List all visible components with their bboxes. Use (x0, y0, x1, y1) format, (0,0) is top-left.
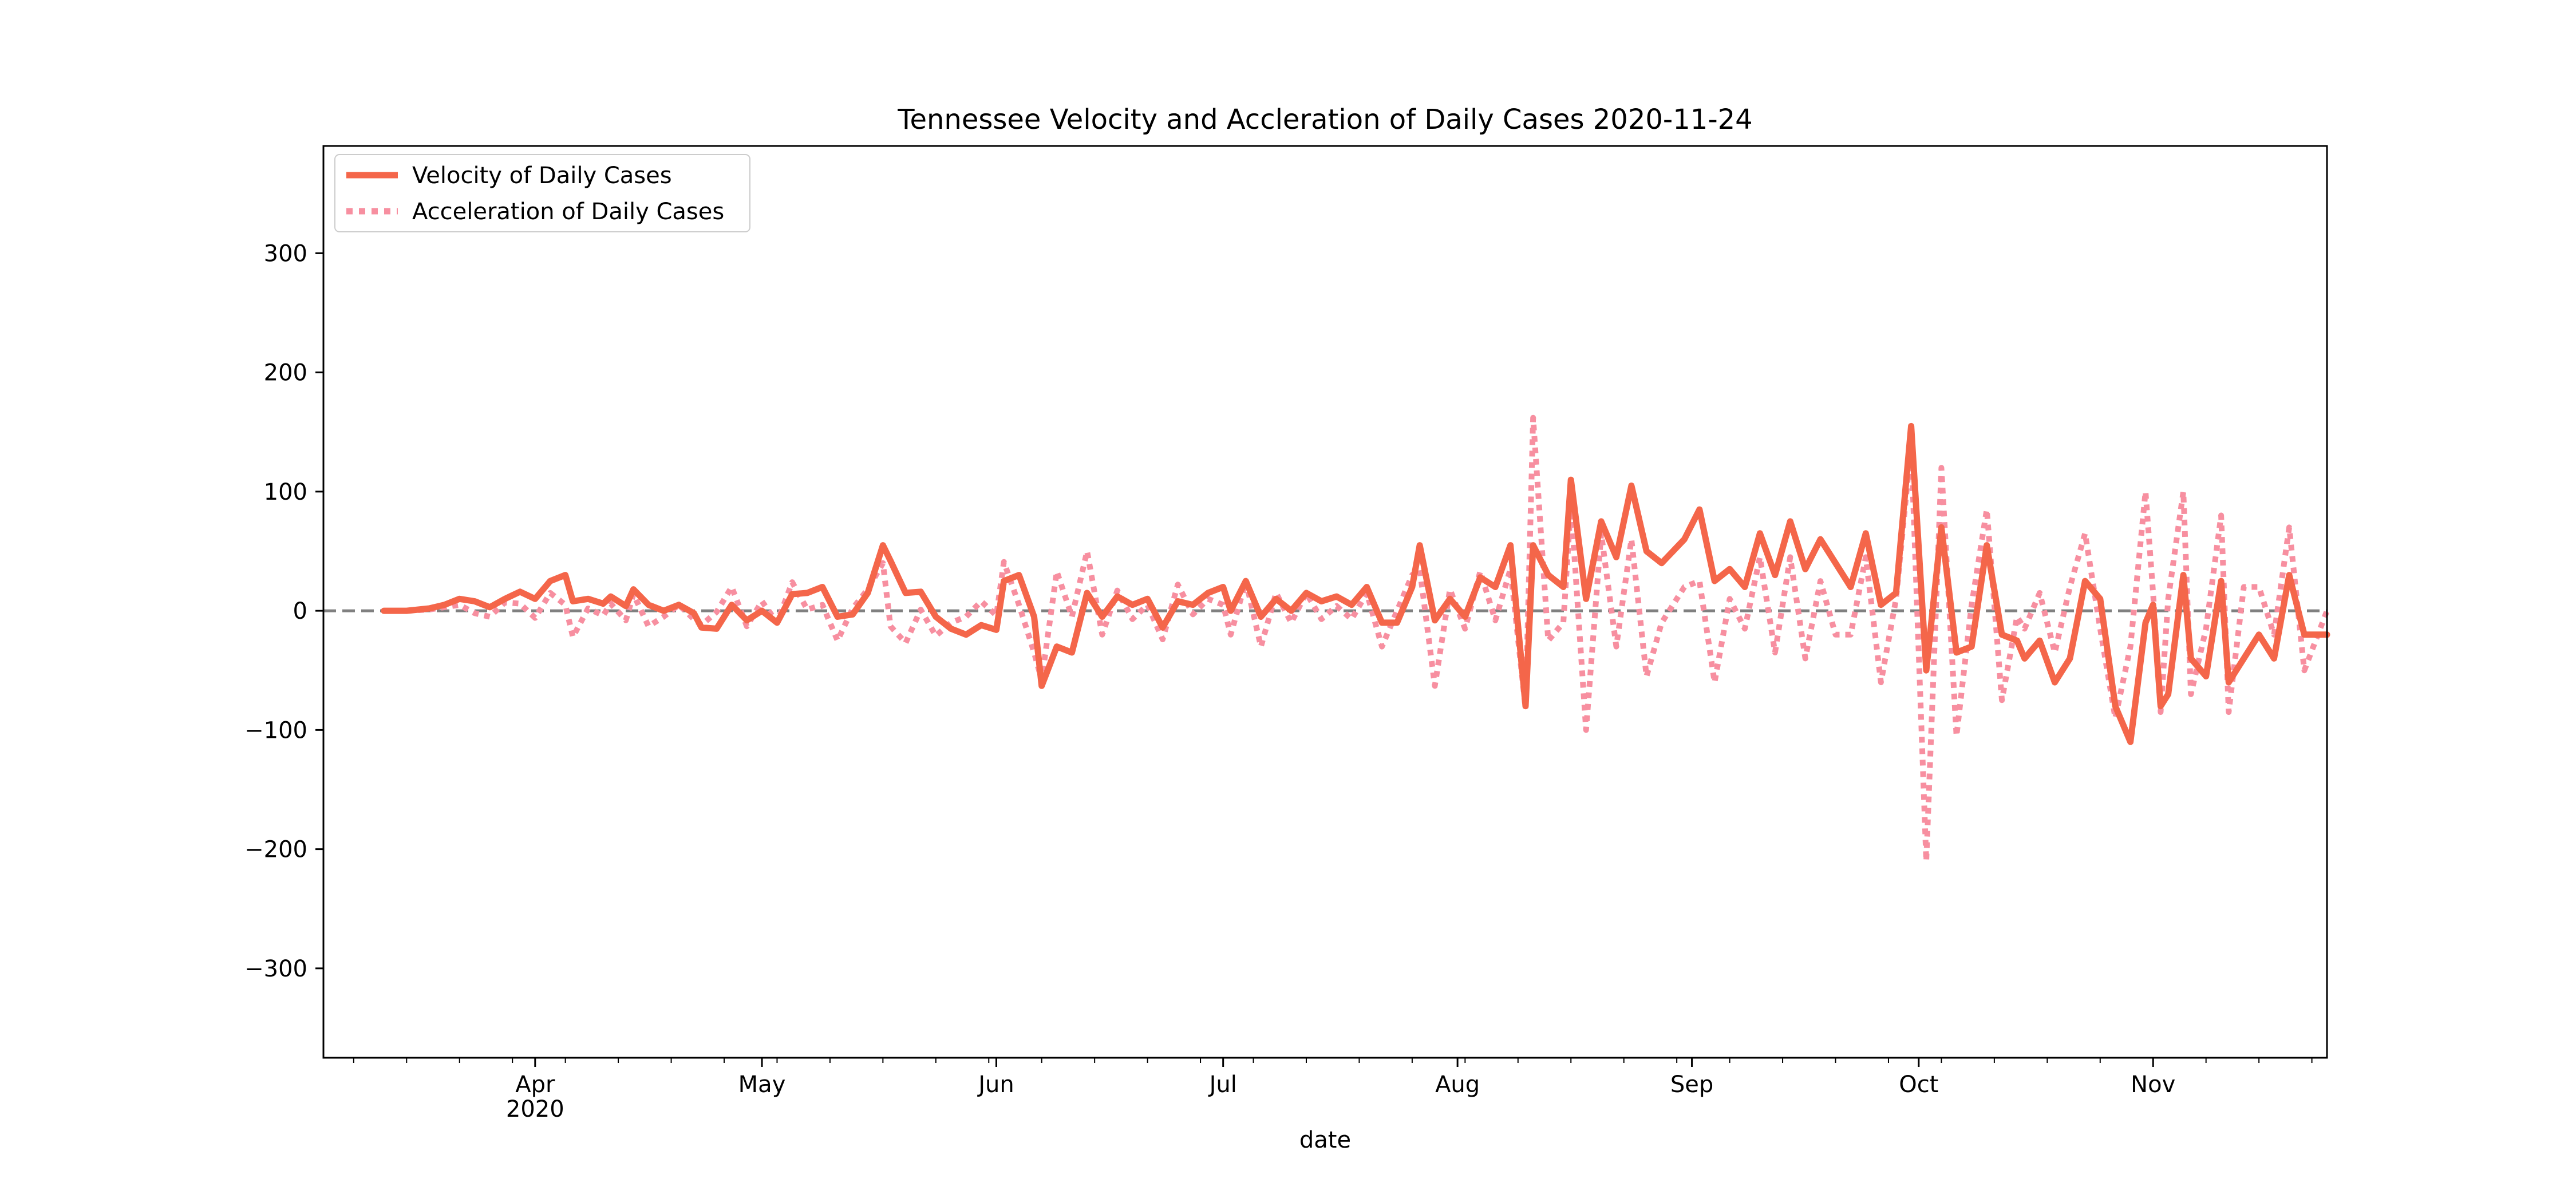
legend: Velocity of Daily Cases Acceleration of … (334, 154, 750, 232)
plot-frame (322, 145, 2328, 1059)
x-tick-label: Sep (1670, 1071, 1713, 1098)
x-axis-label: date (1299, 1127, 1351, 1153)
x-tick-label: Nov (2131, 1071, 2175, 1098)
series-line-acceleration (384, 414, 2330, 864)
legend-box (334, 154, 750, 232)
y-tick-label: 200 (264, 360, 307, 386)
series-layer (381, 414, 2330, 864)
x-tick-label: May (738, 1071, 786, 1098)
y-tick-label: 0 (293, 598, 307, 624)
y-tick-label: 100 (264, 479, 307, 505)
x-tick-label: Oct (1899, 1071, 1938, 1098)
legend-label-acceleration: Acceleration of Daily Cases (412, 199, 724, 225)
x-tick-sublabel: 2020 (506, 1096, 564, 1122)
legend-label-velocity: Velocity of Daily Cases (412, 163, 672, 189)
series-line-velocity (381, 422, 2330, 745)
x-tick-label: Apr (515, 1071, 555, 1098)
y-tick-label: −200 (244, 837, 307, 863)
y-tick-label: −300 (244, 956, 307, 982)
x-tick-label: Jul (1208, 1071, 1237, 1098)
plot-area (322, 145, 2330, 1059)
y-tick-label: 300 (264, 240, 307, 267)
chart-title: Tennessee Velocity and Accleration of Da… (897, 104, 1752, 136)
x-tick-label: Aug (1435, 1071, 1480, 1098)
x-tick-label: Jun (977, 1071, 1014, 1098)
y-tick-label: −100 (244, 717, 307, 744)
y-axis: −300 −200 −100 0 100 200 300 (244, 240, 323, 982)
